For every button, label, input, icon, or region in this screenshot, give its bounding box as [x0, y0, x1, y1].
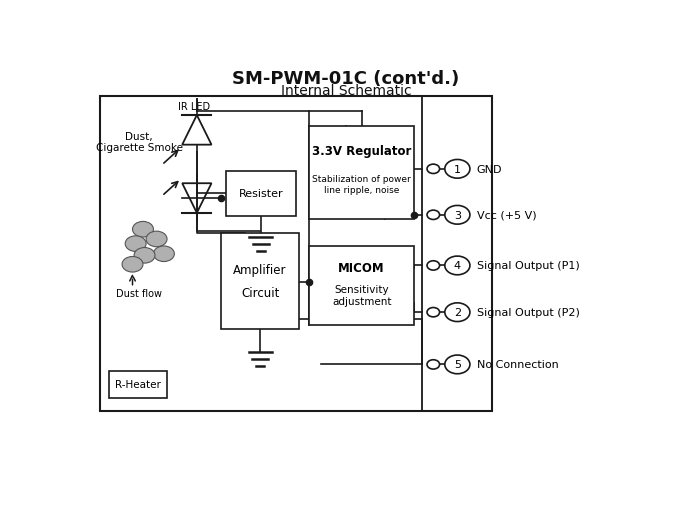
Text: Circuit: Circuit [241, 286, 279, 299]
Text: 3: 3 [454, 211, 461, 220]
Text: Amplifier: Amplifier [234, 263, 287, 276]
Text: Resister: Resister [239, 189, 284, 199]
FancyBboxPatch shape [221, 234, 299, 329]
Text: No Connection: No Connection [477, 360, 558, 370]
FancyBboxPatch shape [100, 96, 493, 412]
Circle shape [125, 236, 146, 252]
Text: Vcc (+5 V): Vcc (+5 V) [477, 211, 537, 220]
Text: SM-PWM-01C (cont'd.): SM-PWM-01C (cont'd.) [232, 70, 460, 88]
Circle shape [146, 232, 167, 247]
Text: 4: 4 [454, 261, 461, 271]
Text: Dust,
Cigarette Smoke: Dust, Cigarette Smoke [96, 131, 183, 153]
Text: GND: GND [477, 165, 502, 174]
Circle shape [427, 261, 439, 271]
FancyBboxPatch shape [309, 127, 414, 220]
Circle shape [132, 222, 153, 237]
FancyBboxPatch shape [225, 171, 296, 216]
Text: IR LED: IR LED [178, 103, 211, 112]
Circle shape [427, 211, 439, 220]
Circle shape [445, 206, 470, 225]
Text: 2: 2 [454, 308, 461, 318]
FancyBboxPatch shape [109, 371, 167, 398]
Text: R-Heater: R-Heater [115, 380, 161, 389]
Circle shape [153, 246, 174, 262]
Text: Sensitivity
adjustment: Sensitivity adjustment [332, 285, 392, 307]
Circle shape [445, 356, 470, 374]
Circle shape [134, 248, 155, 264]
Text: 1: 1 [454, 165, 461, 174]
Text: Stabilization of power
line ripple, noise: Stabilization of power line ripple, nois… [313, 175, 411, 194]
Text: Dust flow: Dust flow [116, 289, 162, 299]
Text: Signal Output (P2): Signal Output (P2) [477, 308, 580, 318]
Circle shape [427, 165, 439, 174]
FancyBboxPatch shape [309, 246, 414, 326]
Text: 3.3V Regulator: 3.3V Regulator [312, 144, 411, 158]
Text: 5: 5 [454, 360, 461, 370]
Circle shape [122, 257, 143, 273]
Circle shape [427, 308, 439, 317]
Circle shape [445, 257, 470, 275]
Circle shape [427, 360, 439, 369]
Text: Signal Output (P1): Signal Output (P1) [477, 261, 579, 271]
Circle shape [445, 303, 470, 322]
Text: MICOM: MICOM [338, 262, 385, 275]
Circle shape [445, 160, 470, 179]
Text: Internal Schematic: Internal Schematic [281, 84, 411, 98]
